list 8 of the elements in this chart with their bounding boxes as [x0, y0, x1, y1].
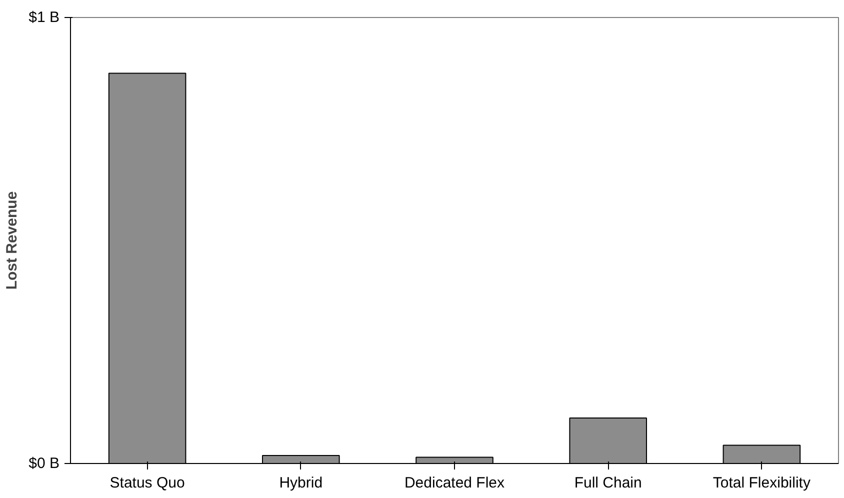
x-tick-label: Total Flexibility [712, 474, 811, 492]
x-tick-label: Status Quo [110, 474, 185, 492]
x-tick-label: Full Chain [574, 474, 642, 492]
y-axis-title: Lost Revenue [4, 191, 21, 290]
x-tick-label: Hybrid [279, 474, 323, 492]
y-tick-label: $0 B [28, 455, 60, 472]
x-tick-label: Dedicated Flex [404, 474, 506, 492]
y-tick-label: $1 B [28, 9, 60, 26]
